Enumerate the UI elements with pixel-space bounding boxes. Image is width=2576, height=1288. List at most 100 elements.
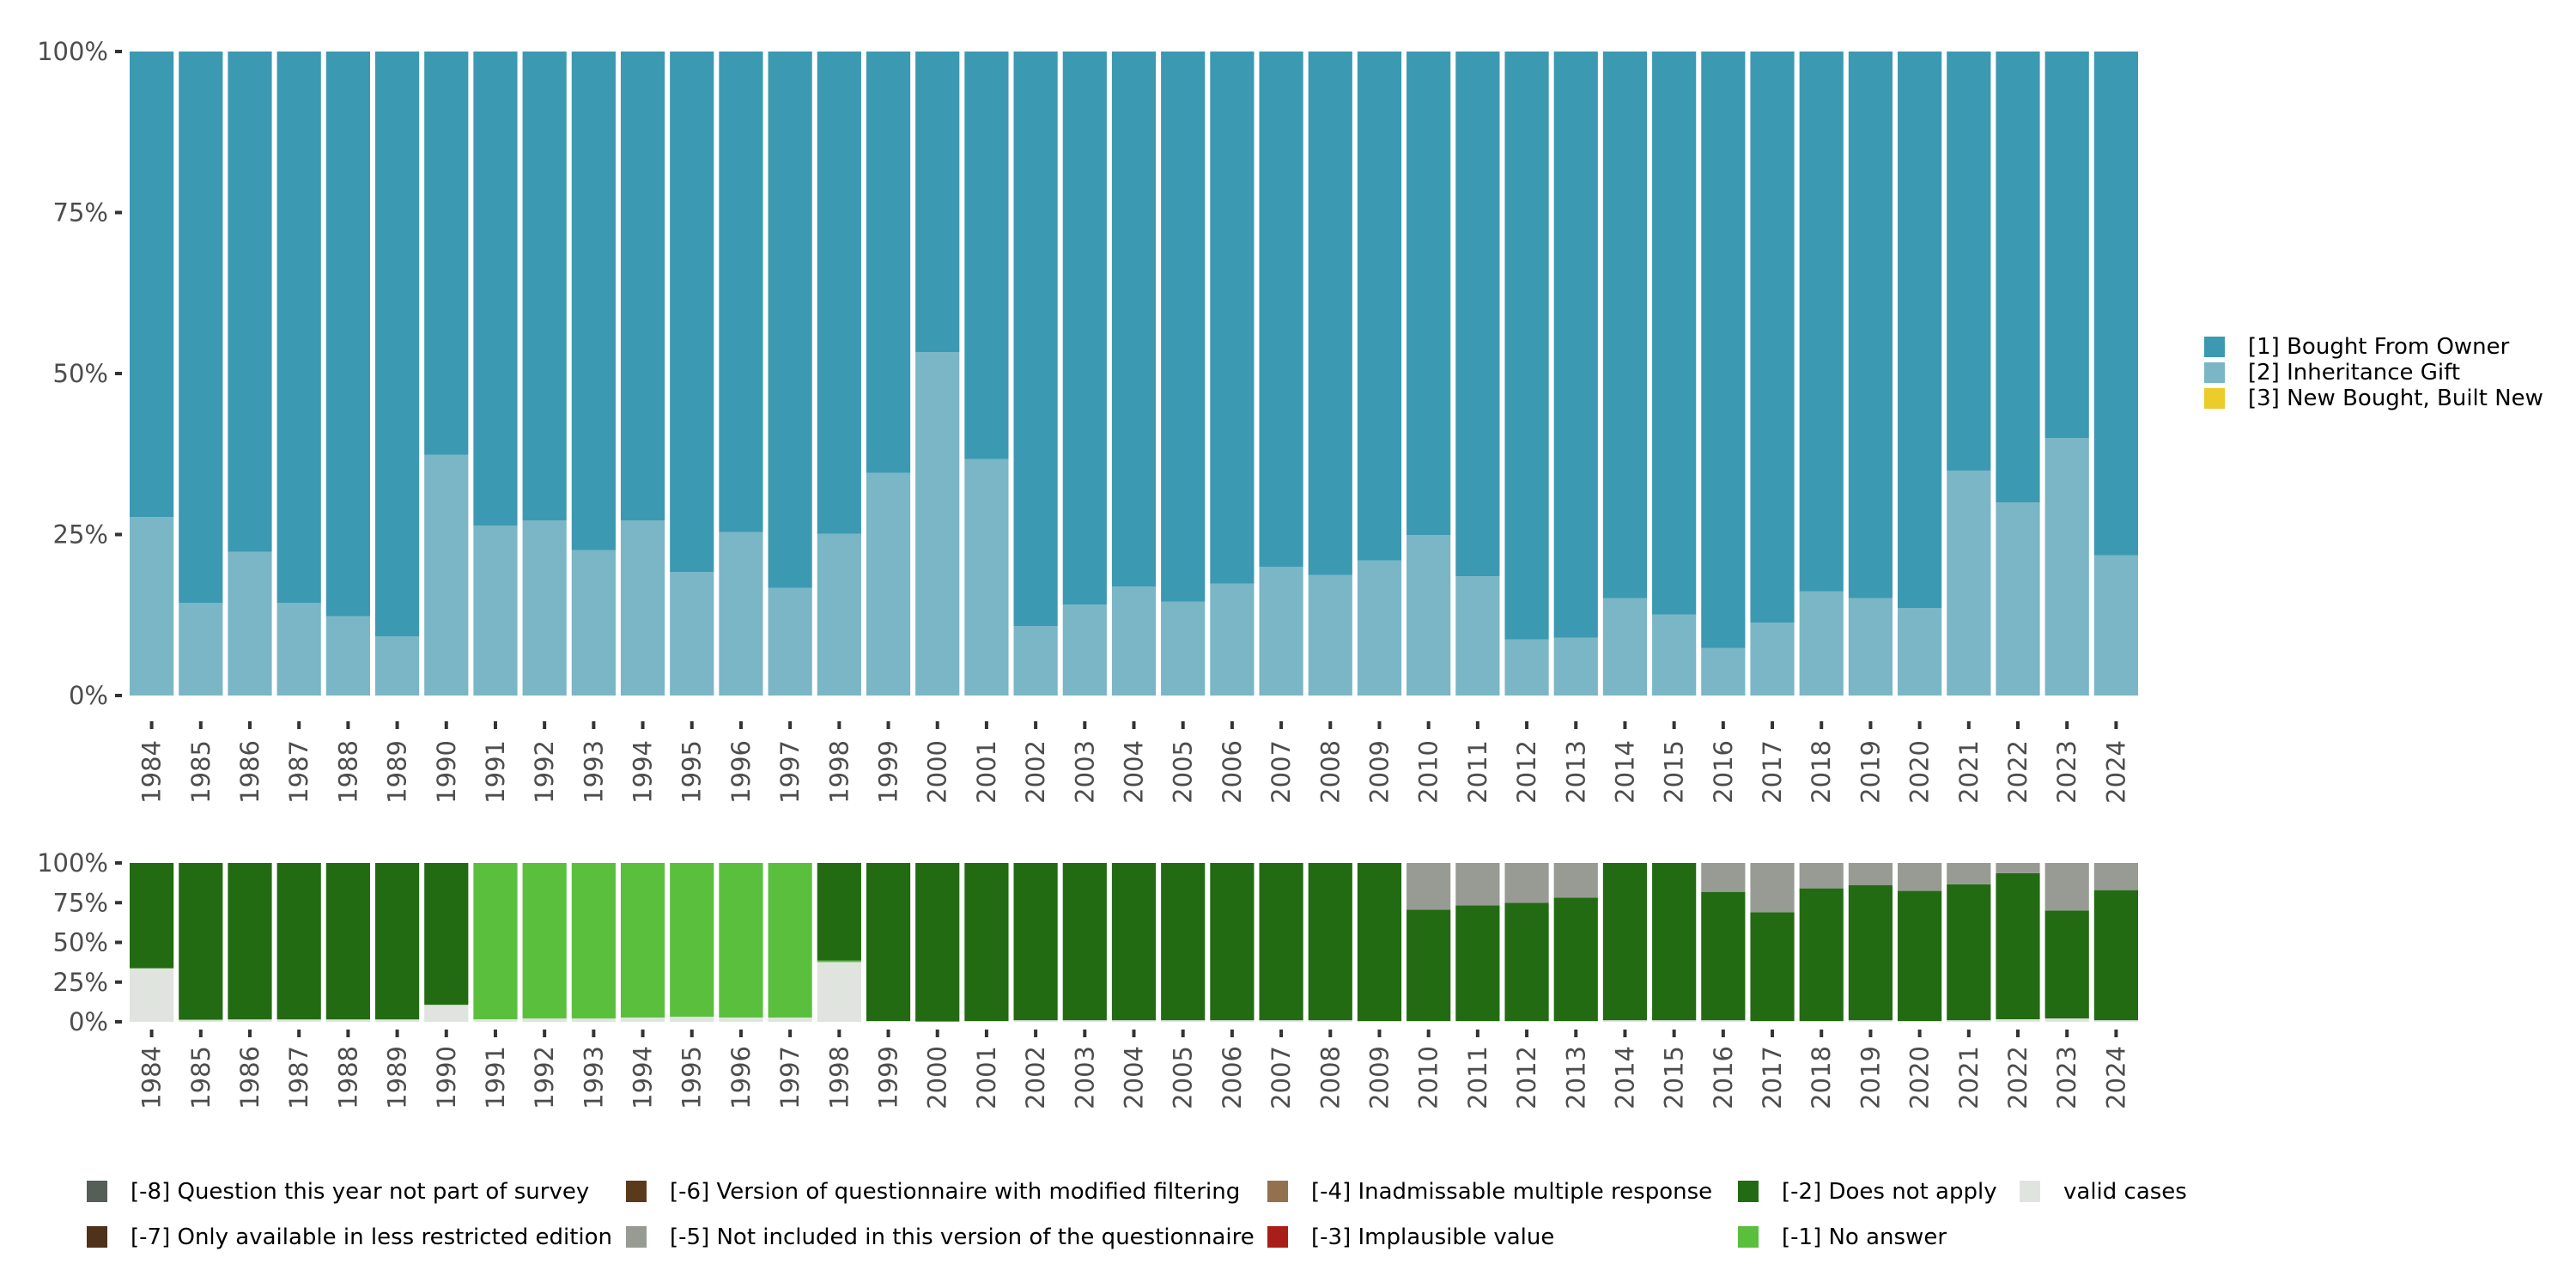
x-tick-label: 2012 — [1512, 1046, 1541, 1109]
legend-key — [1738, 1181, 1759, 1202]
x-tick-label: 1994 — [629, 1046, 658, 1109]
x-tick-label: 1987 — [284, 1046, 313, 1109]
bar-segment — [866, 863, 911, 1022]
x-tick-label: 2011 — [1463, 740, 1492, 804]
x-tick-label: 2001 — [972, 740, 1001, 804]
x-tick-mark — [1132, 1030, 1136, 1037]
x-tick-mark — [247, 721, 252, 729]
bar-segment — [1750, 912, 1795, 1022]
x-tick-mark — [935, 1030, 939, 1037]
x-tick-mark — [738, 1030, 743, 1037]
x-tick-label: 1989 — [383, 740, 412, 804]
x-tick-mark — [2016, 1030, 2020, 1037]
x-tick-label: 1992 — [530, 1046, 559, 1109]
x-tick-label: 2005 — [1169, 1046, 1198, 1109]
y-tick-label: 100% — [37, 37, 108, 66]
y-tick-label: 0% — [69, 1007, 108, 1036]
x-tick-mark — [149, 1030, 154, 1037]
x-tick-mark — [1475, 721, 1479, 729]
bar-segment — [1848, 598, 1893, 696]
bar-segment — [276, 603, 321, 696]
bar-segment — [1111, 863, 1157, 1021]
bar-segment — [1898, 608, 1942, 696]
bar-segment — [620, 520, 665, 696]
bottom-legend: [-8] Question this year not part of surv… — [87, 1179, 2187, 1250]
x-tick-label: 1991 — [481, 740, 510, 804]
y-tick-mark — [115, 372, 122, 375]
bar-segment — [2093, 1020, 2138, 1022]
x-tick-mark — [1771, 1030, 1775, 1037]
bar-segment — [1455, 576, 1500, 696]
x-tick-label: 2004 — [1120, 1046, 1149, 1109]
bar-segment — [522, 52, 567, 520]
bar-segment — [768, 52, 812, 588]
x-tick-mark — [1672, 1030, 1676, 1037]
x-tick-mark — [346, 1030, 350, 1037]
x-tick-label: 2021 — [1954, 1046, 1984, 1109]
x-tick-label: 2024 — [2101, 740, 2130, 804]
bar-segment — [1652, 1020, 1697, 1022]
bar-segment — [1111, 52, 1157, 587]
bar-segment — [670, 52, 714, 572]
y-tick-mark — [115, 980, 122, 984]
x-tick-label: 1986 — [235, 740, 264, 804]
bar-segment — [374, 636, 420, 696]
bar-segment — [1308, 52, 1352, 575]
bar-segment — [1161, 52, 1206, 602]
x-tick-mark — [1672, 721, 1676, 729]
legend-key — [1267, 1226, 1288, 1248]
legend-key — [87, 1226, 107, 1248]
bar-segment — [1210, 1020, 1255, 1022]
x-tick-mark — [984, 721, 988, 729]
x-tick-label: 1997 — [775, 1046, 805, 1109]
bar-segment — [1406, 535, 1451, 696]
x-tick-label: 2022 — [2003, 740, 2032, 804]
x-tick-mark — [2114, 1030, 2118, 1037]
x-tick-label: 2008 — [1315, 1046, 1345, 1109]
bar-segment — [915, 52, 960, 353]
bar-segment — [1799, 888, 1844, 1022]
bar-segment — [1504, 1021, 1549, 1022]
x-tick-mark — [690, 721, 694, 729]
bar-segment — [1308, 863, 1352, 1021]
x-tick-mark — [641, 1030, 645, 1037]
x-tick-label: 1988 — [333, 1046, 362, 1109]
bar-segment — [1455, 52, 1500, 577]
bar-segment — [1701, 891, 1746, 1021]
x-tick-label: 2010 — [1414, 740, 1443, 804]
bar-segment — [571, 863, 616, 1019]
y-tick-mark — [115, 210, 122, 215]
bar-segment — [1357, 52, 1402, 561]
legend-key — [1738, 1226, 1759, 1248]
x-tick-label: 2014 — [1610, 740, 1639, 804]
bar-segment — [2044, 52, 2089, 438]
bar-segment — [866, 472, 911, 696]
legend-label: valid cases — [2063, 1179, 2187, 1205]
x-tick-label: 1984 — [137, 740, 167, 804]
bar-segment — [1799, 52, 1844, 592]
bar-segment — [2093, 863, 2138, 890]
bar-segment — [2093, 890, 2138, 1021]
x-tick-mark — [1623, 721, 1627, 729]
x-tick-mark — [837, 1030, 841, 1037]
x-tick-label: 2004 — [1120, 740, 1149, 804]
x-tick-label: 2002 — [1021, 740, 1050, 804]
x-tick-mark — [493, 1030, 497, 1037]
bar-segment — [1947, 1020, 1991, 1022]
x-tick-mark — [1721, 721, 1725, 729]
bar-segment — [424, 52, 469, 455]
x-tick-mark — [1966, 721, 1971, 729]
bar-segment — [1898, 890, 1942, 1022]
bar-segment — [325, 1019, 370, 1022]
bar-segment — [1062, 605, 1107, 696]
legend-key — [2020, 1181, 2040, 1202]
legend-label: [-6] Version of questionnaire with modif… — [670, 1179, 1240, 1205]
x-tick-mark — [297, 1030, 301, 1037]
x-tick-mark — [1868, 1030, 1873, 1037]
x-tick-label: 2000 — [923, 1046, 952, 1109]
x-tick-label: 2020 — [1905, 740, 1935, 804]
x-tick-mark — [1574, 721, 1578, 729]
x-tick-mark — [444, 721, 448, 729]
bar-segment — [424, 1005, 469, 1022]
bar-segment — [424, 454, 469, 696]
